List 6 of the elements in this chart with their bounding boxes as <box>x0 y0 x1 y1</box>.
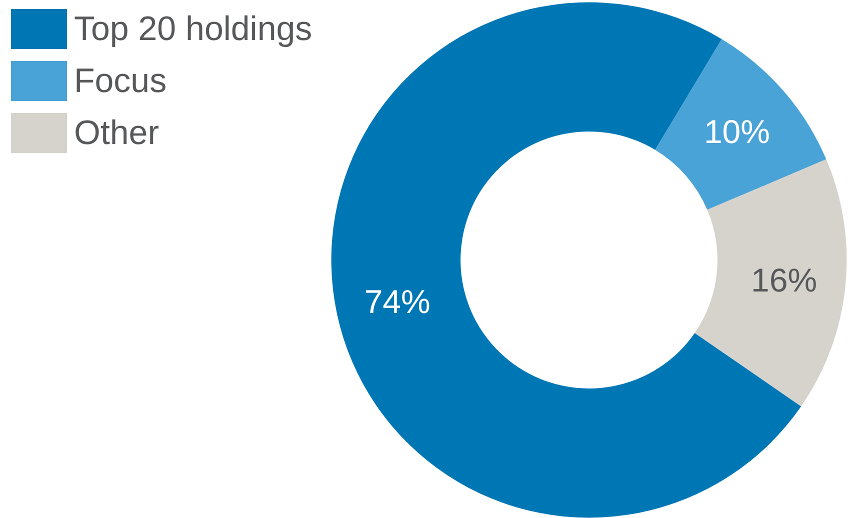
legend-label: Focus <box>74 62 167 100</box>
legend-label: Other <box>74 114 160 152</box>
data-label: 16% <box>751 261 818 298</box>
data-label: 74% <box>364 282 430 320</box>
legend-label: Top 20 holdings <box>74 10 312 48</box>
data-label: 10% <box>704 112 770 150</box>
